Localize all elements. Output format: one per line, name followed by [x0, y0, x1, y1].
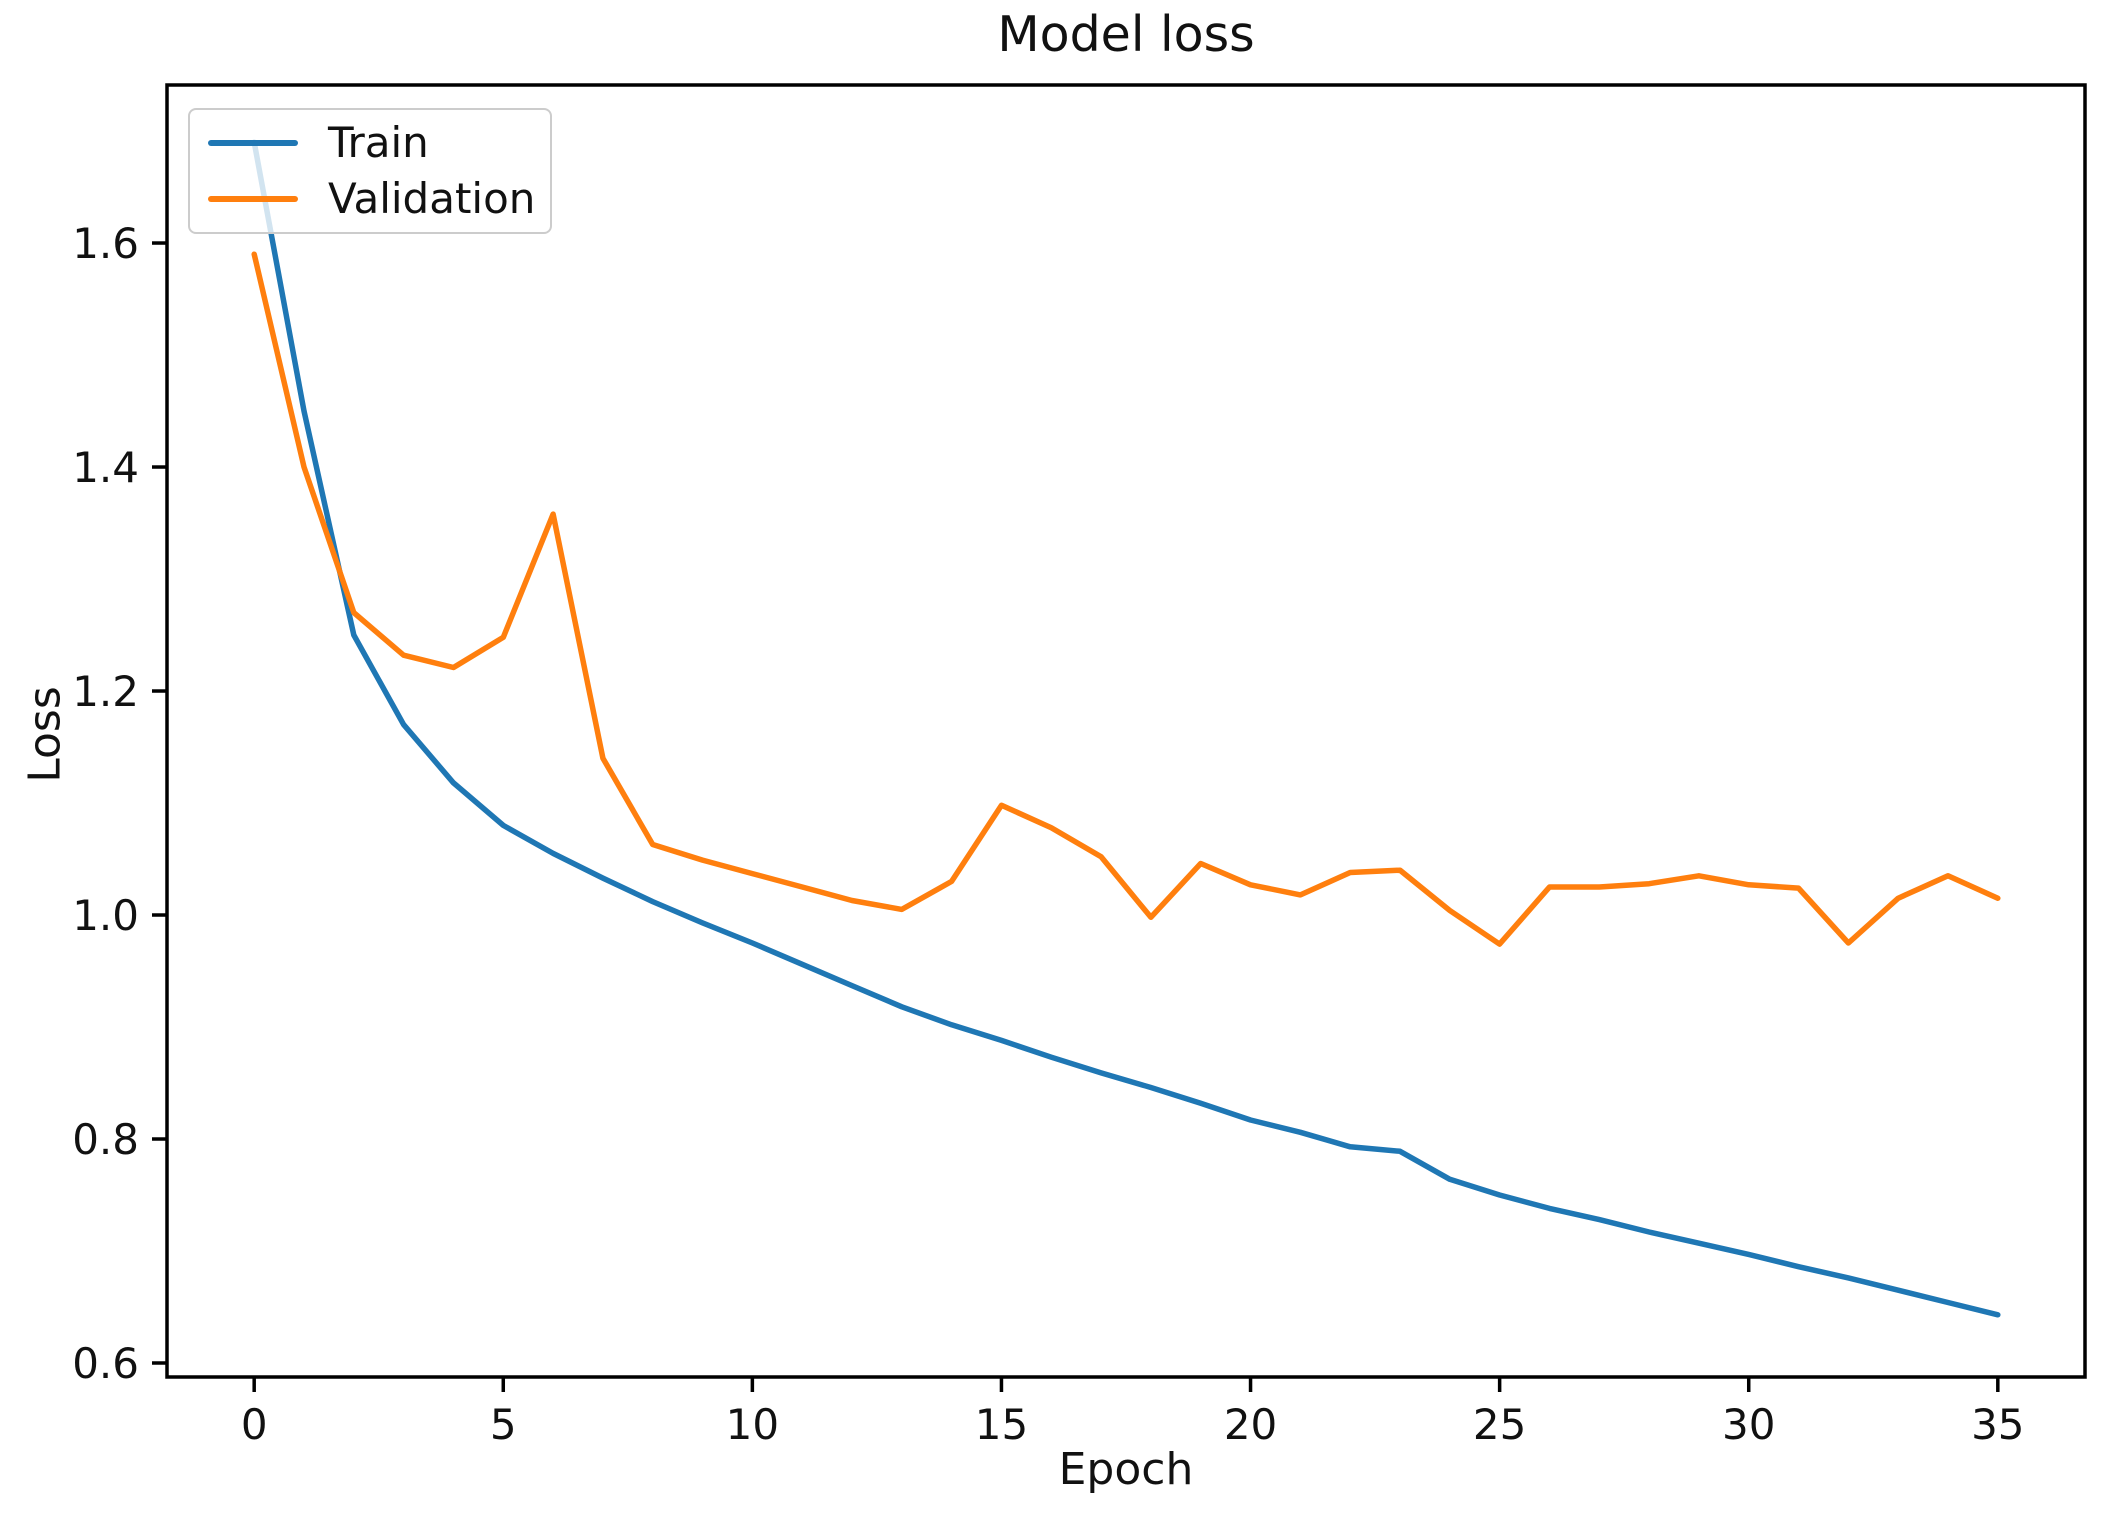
- y-axis-label: Loss: [19, 686, 71, 783]
- validation-line-swatch: [208, 196, 298, 202]
- plot-border: [165, 83, 2087, 1379]
- x-axis-label: Epoch: [1058, 1444, 1194, 1495]
- y-tick-label: 0.8: [72, 1115, 139, 1164]
- x-tick-label: 5: [490, 1400, 517, 1449]
- legend: Train Validation: [188, 108, 552, 234]
- chart-title: Model loss: [997, 6, 1255, 63]
- legend-entry-validation: Validation: [208, 175, 550, 223]
- validation-line: [251, 251, 2001, 947]
- y-tick-label: 1.6: [72, 219, 139, 268]
- x-tick-label: 10: [726, 1400, 779, 1449]
- x-tick-label: 20: [1224, 1400, 1277, 1449]
- y-tick-label: 1.4: [72, 443, 139, 492]
- x-tick-label: 30: [1722, 1400, 1775, 1449]
- legend-label-validation: Validation: [328, 174, 536, 223]
- y-tick-label: 0.6: [72, 1339, 139, 1388]
- x-tick-label: 25: [1473, 1400, 1526, 1449]
- x-tick-label: 15: [975, 1400, 1028, 1449]
- x-tick-label: 35: [1971, 1400, 2024, 1449]
- y-tick-label: 1.2: [72, 667, 139, 716]
- legend-label-train: Train: [328, 118, 429, 167]
- x-tick-label: 0: [241, 1400, 268, 1449]
- train-line: [251, 139, 2001, 1318]
- y-tick-label: 1.0: [72, 891, 139, 940]
- legend-entry-train: Train: [208, 119, 550, 167]
- train-line-swatch: [208, 140, 298, 146]
